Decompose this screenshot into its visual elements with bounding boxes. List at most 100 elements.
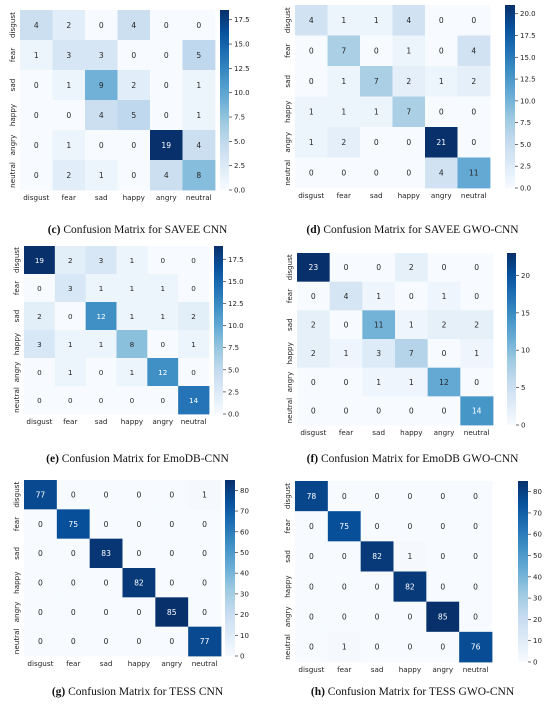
heatmap-cell-h-1-4 — [426, 511, 460, 542]
heatmap-cell-f-2-5 — [460, 310, 494, 340]
x-tick-label-e-2: sad — [95, 417, 108, 426]
cell-value-e-5-4: 0 — [160, 396, 165, 405]
cell-value-e-2-4: 1 — [160, 312, 165, 321]
cell-value-h-4-2: 0 — [375, 613, 380, 622]
cell-value-c-0-3: 4 — [131, 21, 136, 30]
heatmap-cell-d-1-4 — [425, 35, 458, 67]
cell-value-c-3-0: 0 — [34, 111, 39, 120]
cell-value-g-3-4: 0 — [169, 578, 174, 587]
heatmap-cell-g-4-0 — [24, 597, 58, 628]
cell-value-h-1-3: 0 — [407, 522, 412, 531]
heatmap-cell-c-3-3 — [117, 100, 151, 131]
cell-value-c-5-3: 0 — [131, 171, 136, 180]
colorbar-tick-label-h-0: 0 — [533, 659, 537, 667]
y-tick-label-h-1: fear — [283, 519, 292, 533]
cell-value-e-0-3: 1 — [130, 256, 135, 265]
y-tick-label-f-5: neutral — [285, 398, 294, 424]
cell-value-d-4-3: 0 — [406, 138, 411, 147]
caption-f-letter: (f) — [306, 453, 319, 465]
cell-value-h-0-5: 0 — [473, 492, 478, 501]
y-tick-label-g-4: angry — [12, 601, 21, 622]
heatmap-cell-h-2-4 — [426, 541, 460, 572]
y-tick-label-h-4: angry — [283, 606, 292, 627]
heatmap-cell-c-2-3 — [117, 70, 151, 101]
colorbar-tick-label-d-8: 20.0 — [520, 10, 536, 18]
heatmap-cell-f-1-3 — [395, 281, 429, 311]
cell-value-d-0-0: 4 — [309, 16, 314, 25]
heatmap-cell-c-4-2 — [85, 130, 118, 161]
heatmap-cell-d-4-4 — [425, 127, 458, 158]
x-tick-label-c-5: neutral — [186, 193, 212, 202]
colorbar-tick-label-e-1: 2.5 — [228, 388, 239, 396]
cell-value-g-1-3: 0 — [136, 520, 141, 529]
x-tick-label-g-3: happy — [128, 659, 151, 668]
heatmap-cell-e-4-5 — [178, 358, 210, 387]
heatmap-cell-d-5-1 — [327, 157, 361, 189]
heatmap-cell-d-4-0 — [295, 127, 328, 158]
cell-value-c-5-0: 0 — [34, 171, 39, 180]
cell-value-e-1-4: 1 — [160, 284, 165, 293]
cell-value-e-4-1: 1 — [68, 368, 73, 377]
cell-value-f-2-4: 2 — [442, 320, 447, 329]
y-tick-label-g-1: fear — [12, 517, 21, 531]
cell-value-h-5-5: 76 — [471, 643, 481, 652]
x-tick-label-g-2: sad — [100, 659, 113, 668]
x-tick-label-f-4: angry — [434, 428, 455, 437]
heatmap-cell-c-1-1 — [52, 40, 86, 71]
cell-value-e-5-3: 0 — [130, 396, 135, 405]
cell-value-g-1-0: 0 — [38, 520, 43, 529]
heatmap-cell-d-1-2 — [360, 35, 393, 67]
heatmap-cell-h-0-0 — [295, 481, 329, 512]
heatmap-cell-g-5-2 — [89, 626, 123, 657]
cell-value-g-0-1: 0 — [71, 490, 76, 499]
heatmap-cell-d-3-5 — [457, 96, 491, 128]
heatmap-cell-e-5-4 — [147, 386, 179, 415]
cell-value-d-5-3: 0 — [406, 169, 411, 178]
x-tick-label-g-4: angry — [161, 659, 182, 668]
cell-value-g-1-1: 75 — [68, 520, 78, 529]
heatmap-cell-e-2-5 — [178, 302, 210, 331]
x-tick-label-h-0: disgust — [298, 665, 324, 674]
y-tick-label-e-0: disgust — [12, 247, 21, 273]
cell-value-d-1-0: 0 — [309, 47, 314, 56]
y-tick-label-c-0: disgust — [8, 12, 17, 38]
cell-value-e-3-3: 8 — [130, 340, 135, 349]
cell-value-g-4-1: 0 — [71, 608, 76, 617]
colorbar-tick-label-d-5: 12.5 — [520, 76, 536, 84]
heatmap-cell-e-1-1 — [54, 274, 87, 303]
heatmap-cell-h-4-5 — [459, 601, 493, 633]
caption-e-letter: (e) — [46, 453, 59, 465]
y-tick-label-c-4: angry — [8, 134, 17, 155]
cell-value-c-4-2: 0 — [99, 141, 104, 150]
heatmap-cell-d-0-1 — [327, 5, 361, 36]
heatmap-cell-d-0-0 — [295, 5, 328, 36]
heatmap-cell-d-0-3 — [392, 5, 426, 36]
heatmap-cell-f-4-3 — [395, 367, 429, 397]
heatmap-cell-h-1-5 — [459, 511, 493, 542]
heatmap-cell-e-3-3 — [116, 330, 148, 359]
cell-value-e-5-2: 0 — [99, 396, 104, 405]
heatmap-cell-e-3-5 — [178, 330, 210, 359]
cell-value-c-2-3: 2 — [131, 81, 136, 90]
cell-value-f-3-2: 3 — [376, 349, 381, 358]
heatmap-cell-c-0-4 — [150, 10, 183, 41]
heatmap-cell-c-1-0 — [20, 40, 53, 71]
colorbar-tick-label-g-3: 30 — [240, 590, 249, 598]
heatmap-cell-d-1-3 — [392, 35, 426, 67]
y-tick-label-d-5: neutral — [283, 160, 292, 186]
cell-value-d-4-4: 21 — [436, 138, 446, 147]
heatmap-cell-e-3-4 — [147, 330, 179, 359]
colorbar-tick-label-g-7: 70 — [240, 508, 249, 516]
colorbar-tick-label-d-4: 10.0 — [520, 97, 536, 105]
heatmap-cell-h-0-5 — [459, 481, 493, 512]
cell-value-f-0-5: 0 — [474, 263, 479, 272]
cell-value-g-2-5: 0 — [202, 549, 207, 558]
heatmap-cell-c-1-2 — [85, 40, 118, 71]
cell-value-f-1-3: 0 — [409, 292, 414, 301]
colorbar-h — [518, 481, 528, 662]
cell-value-h-2-4: 0 — [440, 552, 445, 561]
colorbar-tick-label-d-6: 15.0 — [520, 54, 536, 62]
colorbar-tick-label-h-1: 10 — [533, 637, 542, 645]
cell-value-f-2-0: 2 — [311, 320, 316, 329]
